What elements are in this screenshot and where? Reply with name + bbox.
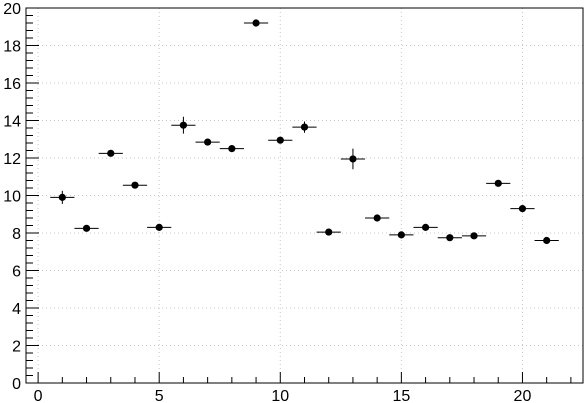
data-point [389,231,414,239]
data-point [340,148,366,170]
point-marker [518,205,527,213]
point-marker [349,155,357,163]
data-points [50,19,559,245]
data-point [413,223,438,231]
data-point [486,179,511,187]
y-tick-label: 2 [12,339,21,356]
data-point [122,181,148,189]
x-tick-label: 0 [34,388,43,403]
x-tick-label: 5 [155,388,164,403]
point-marker [470,232,478,240]
plot-frame [25,7,584,384]
data-point [50,190,75,204]
y-tick-label: 10 [3,189,21,206]
point-marker [543,236,551,245]
x-tick-label: 20 [514,388,532,403]
point-marker [397,231,405,239]
data-point [534,236,559,245]
point-marker [276,136,284,144]
data-point [461,232,487,240]
tick-labels: 0 2 4 6 8 10 12 14 16 18 20 0 5 10 15 20 [3,1,531,403]
data-point [147,223,172,231]
point-marker [107,149,115,157]
grid [26,7,583,384]
y-tick-label: 0 [12,376,21,393]
data-point [268,136,293,144]
y-tick-label: 14 [3,114,21,131]
data-point [195,138,220,146]
y-tick-label: 20 [3,1,21,18]
x-tick-label: 10 [271,388,289,403]
y-tick-label: 8 [12,226,21,243]
data-point [219,145,244,153]
data-point [171,116,196,134]
point-marker [300,123,309,131]
data-point [365,214,390,222]
axes [25,7,584,384]
y-tick-label: 12 [3,151,21,168]
data-point [510,205,535,213]
point-marker [58,193,66,201]
data-point [243,19,269,27]
y-tick-label: 18 [3,39,21,56]
point-marker [325,228,333,236]
x-tick-label: 15 [392,388,410,403]
point-marker [82,224,91,232]
data-point [316,228,341,236]
point-marker [155,223,163,231]
point-marker [446,234,454,242]
y-tick-label: 16 [3,76,21,93]
point-marker [204,138,212,146]
data-point [292,121,317,133]
point-marker [494,179,502,187]
point-marker [131,181,139,189]
point-marker [252,19,260,27]
point-marker [228,145,236,153]
point-marker [373,214,381,222]
data-point [437,234,462,242]
data-point [98,149,123,157]
point-marker [179,121,188,129]
y-tick-label: 4 [12,301,21,318]
tick-marks [26,7,572,384]
y-tick-label: 6 [12,264,21,281]
point-marker [421,223,430,231]
data-point [74,224,99,232]
